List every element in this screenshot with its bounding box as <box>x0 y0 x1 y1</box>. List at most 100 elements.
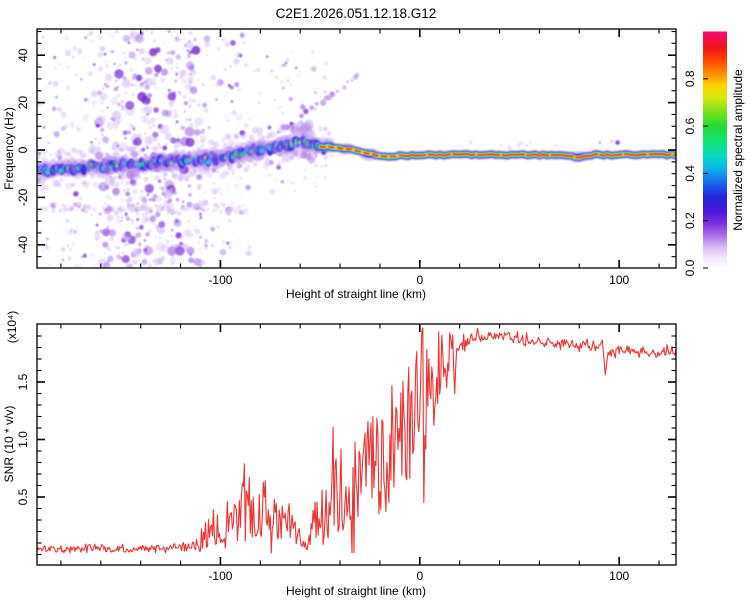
noise-dot <box>175 120 179 124</box>
band-fringe <box>91 148 95 153</box>
noise-dot <box>135 226 139 230</box>
noise-dot <box>123 242 127 247</box>
noise-dot <box>171 234 173 237</box>
noise-dot <box>105 194 111 200</box>
noise-dot <box>153 124 155 126</box>
noise-dot <box>152 131 159 139</box>
noise-dot <box>221 137 225 142</box>
side-band-dot <box>58 209 63 213</box>
noise-dot <box>250 167 252 169</box>
noise-dot <box>139 154 141 156</box>
band-fringe <box>213 141 219 148</box>
noise-dot <box>207 125 211 129</box>
noise-dot <box>117 102 121 107</box>
noise-dot <box>124 115 127 117</box>
noise-dot <box>132 188 138 194</box>
noise-dot <box>185 41 194 49</box>
noise-dot <box>189 73 192 76</box>
noise-dot <box>118 204 120 206</box>
side-band-dot <box>61 203 65 207</box>
side-band-dot <box>227 203 230 207</box>
noise-dot <box>218 188 220 191</box>
noise-dot <box>290 51 293 54</box>
band-fringe <box>326 131 332 136</box>
side-band-dot <box>198 208 201 211</box>
band-fringe <box>268 131 276 139</box>
side-band-dot <box>113 206 116 208</box>
noise-dot <box>184 83 192 91</box>
band-fringe <box>129 149 136 157</box>
noise-dot <box>190 208 192 210</box>
noise-dot <box>167 92 177 101</box>
side-band-dot <box>154 204 158 208</box>
noise-dot <box>280 111 286 116</box>
noise-dot <box>150 148 152 150</box>
noise-dot <box>81 108 84 111</box>
noise-dot <box>122 34 131 43</box>
noise-dot <box>73 230 77 234</box>
noise-dot <box>173 30 176 33</box>
noise-dot <box>166 51 171 55</box>
noise-dot <box>125 100 135 110</box>
noise-dot <box>195 72 198 75</box>
noise-dot <box>54 202 57 205</box>
noise-dot <box>153 40 156 42</box>
spectrogram-content <box>37 29 676 268</box>
band-fringe <box>119 148 124 153</box>
noise-dot <box>134 84 138 87</box>
side-band-dot <box>50 203 55 207</box>
x-tick-label: 0 <box>416 569 423 583</box>
noise-dot <box>270 188 276 195</box>
noise-dot <box>140 190 144 193</box>
band-fringe <box>56 154 63 160</box>
band-fringe <box>90 175 95 180</box>
noise-dot <box>258 92 261 95</box>
noise-dot <box>99 220 101 222</box>
noise-dot <box>314 108 317 111</box>
y-tick-label: 20 <box>16 96 30 110</box>
band-fringe <box>120 181 124 185</box>
band-fringe <box>180 139 187 147</box>
band-fringe <box>59 178 63 182</box>
noise-dot <box>280 179 285 184</box>
noise-dot <box>169 187 173 191</box>
noise-dot <box>298 75 300 77</box>
streak-dot <box>299 113 304 119</box>
noise-dot <box>164 132 173 141</box>
noise-dot <box>133 137 142 146</box>
band-fringe <box>276 161 282 167</box>
side-band-dot <box>155 209 159 213</box>
noise-dot <box>233 58 240 65</box>
noise-dot <box>64 227 68 231</box>
side-band-dot <box>80 208 85 212</box>
noise-dot <box>197 103 201 107</box>
noise-dot <box>150 31 153 34</box>
band-fringe <box>153 174 160 182</box>
side-band-dot <box>200 207 205 212</box>
noise-dot <box>288 97 293 102</box>
noise-dot <box>121 251 125 255</box>
noise-dot <box>267 125 272 130</box>
noise-dot <box>276 165 281 170</box>
side-band-dot <box>142 202 148 208</box>
noise-dot <box>324 176 326 178</box>
noise-dot <box>153 137 157 141</box>
noise-dot <box>122 233 131 242</box>
band-fringe <box>65 182 73 190</box>
side-band-dot <box>67 207 72 212</box>
band-fringe <box>173 144 178 149</box>
noise-dot <box>290 117 292 120</box>
noise-dot <box>40 230 42 233</box>
noise-dot <box>60 126 66 131</box>
band-fringe <box>261 135 266 140</box>
band-fringe <box>251 127 259 134</box>
noise-dot <box>210 226 215 232</box>
band-fringe <box>97 154 101 159</box>
noise-dot <box>108 249 112 253</box>
streak-dot <box>314 102 319 106</box>
band-fringe <box>101 151 106 157</box>
noise-dot <box>172 125 175 128</box>
side-band-dot <box>134 208 139 212</box>
noise-dot <box>74 73 78 77</box>
band-fringe <box>200 144 204 148</box>
